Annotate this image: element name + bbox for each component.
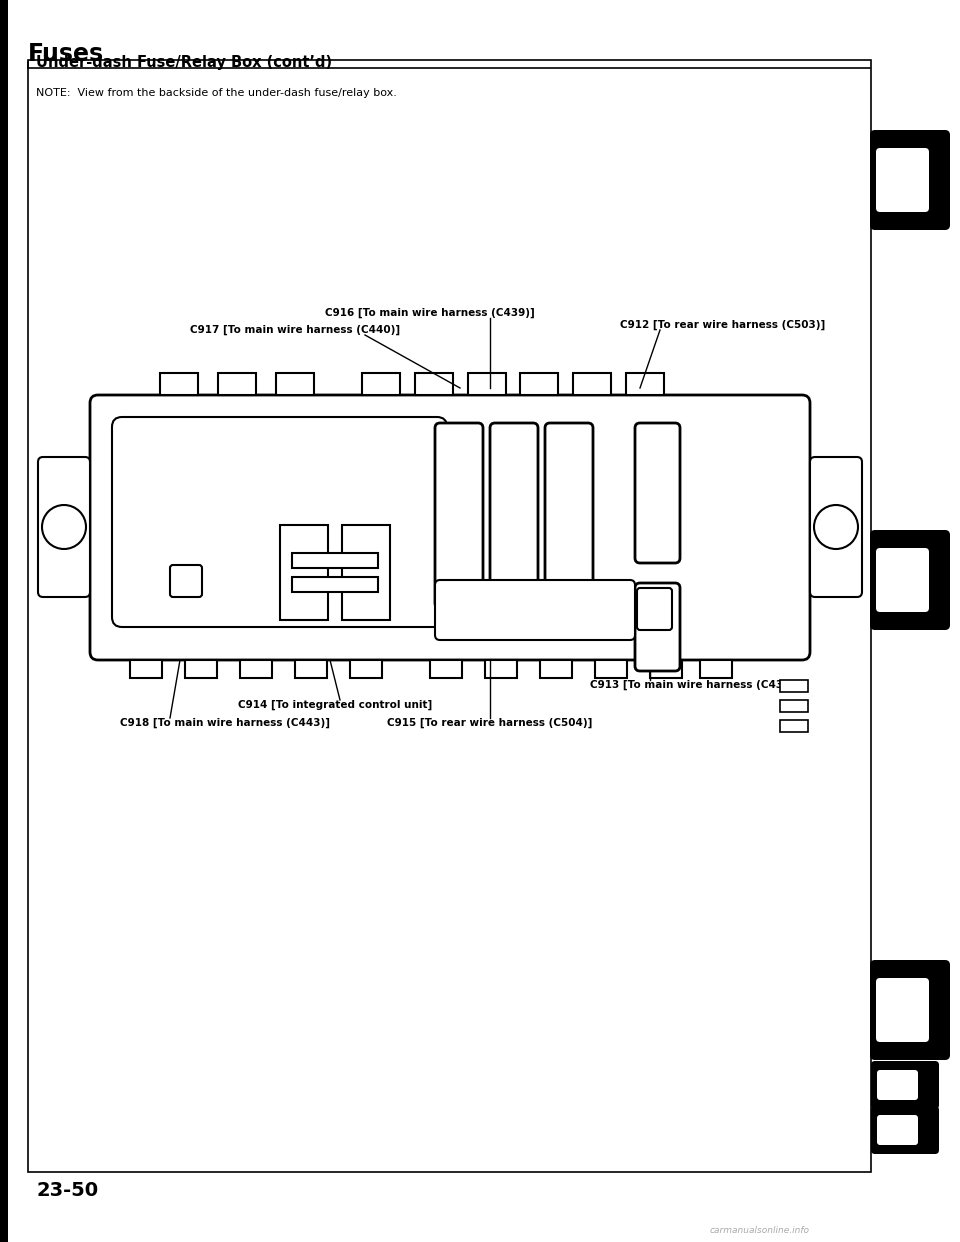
Bar bbox=[430, 660, 462, 678]
FancyBboxPatch shape bbox=[871, 1105, 939, 1154]
Bar bbox=[0, 0, 8, 1242]
Bar bbox=[350, 660, 382, 678]
FancyBboxPatch shape bbox=[871, 1061, 939, 1109]
FancyBboxPatch shape bbox=[490, 424, 538, 633]
FancyBboxPatch shape bbox=[38, 457, 90, 597]
Bar bbox=[626, 373, 664, 395]
Bar bbox=[292, 578, 378, 592]
Bar bbox=[540, 660, 572, 678]
Bar bbox=[595, 660, 627, 678]
Text: C913 [To main wire harness (C438)]: C913 [To main wire harness (C438)] bbox=[590, 681, 800, 691]
FancyBboxPatch shape bbox=[810, 457, 862, 597]
FancyBboxPatch shape bbox=[170, 565, 202, 597]
Bar bbox=[130, 660, 162, 678]
Text: carmanualsonline.info: carmanualsonline.info bbox=[710, 1226, 810, 1235]
Bar bbox=[780, 720, 808, 732]
FancyBboxPatch shape bbox=[545, 424, 593, 633]
Circle shape bbox=[42, 505, 86, 549]
Text: 23-50: 23-50 bbox=[36, 1181, 98, 1200]
Text: C918 [To main wire harness (C443)]: C918 [To main wire harness (C443)] bbox=[120, 718, 330, 728]
Bar bbox=[780, 700, 808, 712]
Text: Under-dash Fuse/Relay Box (cont’d): Under-dash Fuse/Relay Box (cont’d) bbox=[36, 55, 332, 70]
FancyBboxPatch shape bbox=[90, 395, 810, 660]
Text: C914 [To integrated control unit]: C914 [To integrated control unit] bbox=[238, 700, 432, 710]
FancyBboxPatch shape bbox=[877, 1115, 918, 1145]
Bar bbox=[218, 373, 256, 395]
Text: C916 [To main wire harness (C439)]: C916 [To main wire harness (C439)] bbox=[325, 308, 535, 318]
FancyBboxPatch shape bbox=[877, 1071, 918, 1100]
FancyBboxPatch shape bbox=[870, 530, 950, 630]
Bar bbox=[342, 525, 390, 620]
Text: C912 [To rear wire harness (C503)]: C912 [To rear wire harness (C503)] bbox=[620, 319, 826, 330]
Bar bbox=[780, 681, 808, 692]
Bar bbox=[520, 373, 558, 395]
FancyBboxPatch shape bbox=[435, 424, 483, 609]
Text: C917 [To main wire harness (C440)]: C917 [To main wire harness (C440)] bbox=[190, 324, 400, 335]
Bar bbox=[468, 373, 506, 395]
Bar bbox=[185, 660, 217, 678]
FancyBboxPatch shape bbox=[876, 977, 929, 1042]
FancyBboxPatch shape bbox=[870, 130, 950, 230]
Bar bbox=[700, 660, 732, 678]
Bar bbox=[292, 553, 378, 568]
Bar bbox=[160, 373, 198, 395]
FancyBboxPatch shape bbox=[876, 548, 929, 612]
Bar bbox=[28, 60, 871, 1172]
Bar bbox=[295, 660, 327, 678]
Bar bbox=[415, 373, 453, 395]
FancyBboxPatch shape bbox=[876, 148, 929, 212]
FancyBboxPatch shape bbox=[870, 960, 950, 1059]
FancyBboxPatch shape bbox=[637, 587, 672, 630]
FancyBboxPatch shape bbox=[635, 582, 680, 671]
FancyBboxPatch shape bbox=[635, 424, 680, 563]
FancyBboxPatch shape bbox=[112, 417, 447, 627]
Text: C915 [To rear wire harness (C504)]: C915 [To rear wire harness (C504)] bbox=[387, 718, 592, 728]
Bar bbox=[276, 373, 314, 395]
Bar bbox=[650, 660, 682, 678]
FancyBboxPatch shape bbox=[435, 580, 635, 640]
Text: Fuses: Fuses bbox=[28, 42, 104, 66]
Bar bbox=[240, 660, 272, 678]
Bar bbox=[485, 660, 517, 678]
Text: NOTE:  View from the backside of the under-dash fuse/relay box.: NOTE: View from the backside of the unde… bbox=[36, 88, 396, 98]
Bar bbox=[573, 373, 611, 395]
Circle shape bbox=[814, 505, 858, 549]
Bar bbox=[362, 373, 400, 395]
Bar bbox=[280, 525, 328, 620]
